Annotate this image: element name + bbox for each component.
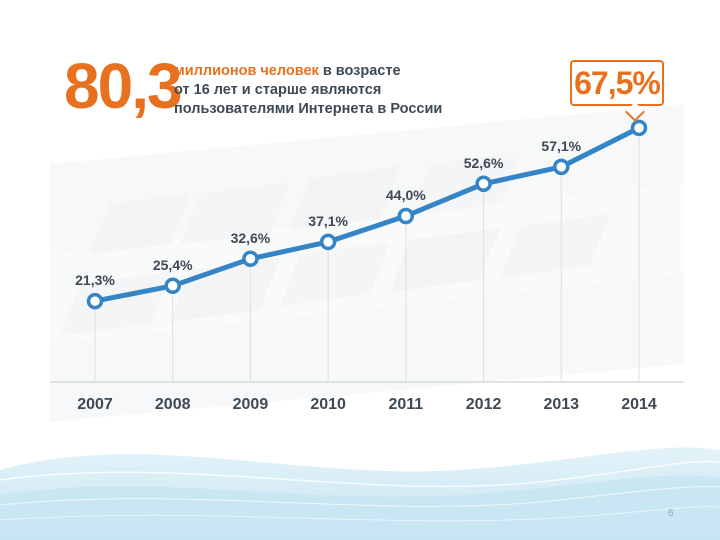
data-label-2010: 37,1% (308, 213, 348, 229)
x-tick-2008: 2008 (155, 396, 191, 413)
headline-line-1: миллионов человек в возрасте (174, 62, 494, 81)
data-label-2009: 32,6% (231, 230, 271, 246)
x-tick-2009: 2009 (233, 396, 269, 413)
headline-line-2: от 16 лет и старше являются (174, 82, 382, 98)
data-label-2012: 52,6% (464, 155, 504, 171)
data-label-2008: 25,4% (153, 257, 193, 273)
x-tick-labels: 2007 2008 2009 2010 2011 2012 2013 2014 (77, 396, 657, 413)
x-tick-2007: 2007 (77, 396, 113, 413)
keyboard-background (50, 104, 684, 422)
x-tick-2012: 2012 (466, 396, 502, 413)
x-tick-2014: 2014 (621, 396, 657, 413)
data-point-2008 (164, 277, 181, 294)
data-point-2012 (475, 175, 492, 192)
drop-lines (94, 135, 640, 382)
point-labels: 21,3% 25,4% 32,6% 37,1% 44,0% 52,6% 57,1% (75, 138, 582, 288)
x-tick-2013: 2013 (543, 396, 579, 413)
data-point-2010 (319, 233, 337, 251)
headline-line-1-rest: в возрасте (318, 63, 401, 79)
headline-line-1-orange: миллионов человек (174, 63, 319, 79)
line-chart: 21,3% 25,4% 32,6% 37,1% 44,0% 52,6% 57,1% 2007… (50, 104, 684, 422)
data-point-2007 (86, 292, 104, 310)
data-point-2009 (242, 250, 259, 267)
data-label-2007: 21,3% (75, 272, 115, 288)
headline-line-3: пользователями Интернета в России (174, 101, 443, 117)
point-markers (86, 119, 648, 310)
page-number: 6 (668, 508, 674, 519)
data-point-2011 (397, 207, 415, 225)
data-label-2013: 57,1% (541, 138, 581, 154)
callout-value: 67,5% (570, 60, 664, 106)
x-tick-2011: 2011 (388, 396, 423, 413)
headline-number: 80,3 (64, 50, 183, 122)
series-line (92, 125, 642, 304)
data-label-2011: 44,0% (386, 187, 426, 203)
infographic-panel: 21,3% 25,4% 32,6% 37,1% 44,0% 52,6% 57,1% 2007… (50, 44, 684, 422)
x-tick-2010: 2010 (310, 396, 346, 413)
data-point-2013 (553, 158, 570, 176)
data-point-2014 (630, 119, 648, 137)
headline-text: миллионов человек в возрасте от 16 лет и… (174, 62, 494, 119)
